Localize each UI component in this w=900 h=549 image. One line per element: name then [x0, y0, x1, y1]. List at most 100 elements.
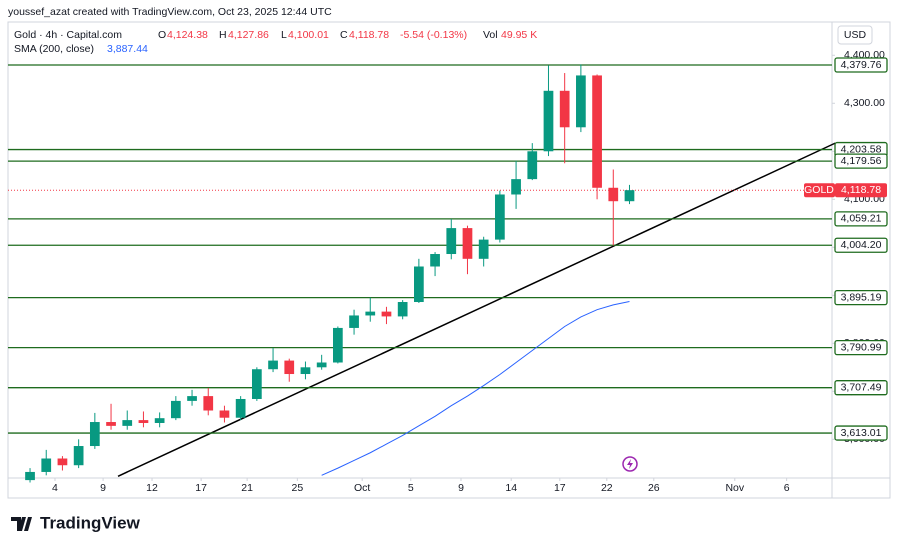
candle [219, 405, 230, 423]
level-label-box [834, 425, 888, 441]
candle-body [57, 458, 68, 466]
level-label: 4,059.21 [841, 213, 882, 225]
candle-body [284, 360, 295, 375]
brand: TradingView [40, 513, 141, 532]
candle-body [478, 239, 489, 259]
candle-body [349, 315, 359, 328]
level-label: 4,203.58 [841, 143, 882, 155]
candle [446, 218, 457, 260]
h-label: H [219, 29, 227, 41]
candle [349, 309, 359, 335]
o-label: O [158, 29, 166, 41]
candle-body [592, 75, 602, 188]
candle [511, 160, 521, 209]
level-label: 3,613.01 [841, 427, 882, 439]
candle [381, 306, 392, 325]
candle-body [203, 396, 214, 411]
candle [89, 412, 100, 449]
candle-body [89, 422, 100, 447]
currency-box[interactable] [837, 25, 873, 45]
low: 4,100.01 [288, 29, 329, 41]
candle-body [300, 367, 311, 375]
alert-bolt[interactable] [627, 459, 633, 469]
x-tick-label: 25 [292, 482, 304, 494]
x-tick-label: 9 [100, 482, 106, 494]
c-label: C [340, 29, 348, 41]
candle [397, 300, 408, 320]
change: -5.54 (-0.13%) [400, 29, 467, 41]
x-tick-label: 5 [408, 482, 414, 494]
candle-body [446, 228, 457, 255]
level-label: 4,004.20 [841, 239, 882, 251]
candle [268, 348, 278, 373]
level-label-box [834, 57, 888, 73]
pane-border [7, 21, 891, 499]
l-label: L [281, 29, 287, 41]
candle [41, 449, 52, 476]
symbol: Gold · 4h · Capital.com [14, 29, 122, 41]
y-tick-label: 4,300.00 [844, 97, 885, 109]
plot-area [8, 64, 836, 483]
currency[interactable]: USD [844, 29, 867, 41]
tv-logo: TradingView [11, 513, 141, 532]
x-tick-label: 21 [241, 482, 253, 494]
candle-body [624, 190, 635, 202]
candle [57, 456, 68, 471]
candle [138, 411, 149, 428]
sma-line [321, 301, 630, 476]
candle [73, 439, 84, 469]
legend: Gold · 4h · Capital.com O 4,124.38 H 4,1… [14, 29, 537, 55]
candle-body [608, 187, 619, 202]
x-tick-label: 17 [195, 482, 207, 494]
candle [527, 143, 538, 181]
x-tick-label: 14 [505, 482, 517, 494]
level-label: 4,179.56 [841, 155, 882, 167]
candle-body [365, 311, 376, 316]
candle [365, 297, 376, 322]
x-tick-label: Nov [725, 482, 744, 494]
last-price-name-box [804, 183, 835, 198]
candle [543, 65, 554, 157]
level-label-box [834, 339, 888, 356]
x-tick-label: 9 [458, 482, 464, 494]
candle-body [381, 311, 392, 317]
level-label-box [834, 211, 888, 227]
level-label-box [834, 380, 888, 396]
candle-body [397, 302, 408, 317]
candle-body [414, 266, 424, 303]
candle [592, 74, 602, 200]
credit: youssef_azat created with TradingView.co… [8, 6, 332, 18]
candle [414, 258, 424, 303]
candle [608, 169, 619, 246]
alert-circle[interactable] [622, 456, 638, 472]
high: 4,127.86 [228, 29, 269, 41]
candle-body [268, 360, 278, 370]
level-label-box [834, 153, 888, 169]
candle-body [495, 194, 505, 240]
alert-icon[interactable] [622, 456, 638, 472]
candle [559, 73, 570, 164]
candle [154, 412, 165, 428]
candle-body [219, 410, 230, 418]
candle [203, 387, 214, 416]
candle-body [511, 179, 521, 195]
level-label: 4,379.76 [841, 59, 882, 71]
trendline [117, 142, 836, 477]
sma-label: SMA (200, close) [14, 43, 94, 55]
candle-body [25, 471, 35, 481]
candle-body [187, 396, 197, 401]
last-price-name: GOLD [804, 184, 834, 196]
candle-body [154, 418, 165, 423]
candle-body [316, 362, 327, 368]
level-label: 3,790.99 [841, 341, 882, 353]
level-label: 3,895.19 [841, 291, 882, 303]
candle-body [559, 90, 570, 128]
x-tick-label: 22 [601, 482, 613, 494]
candle [495, 190, 505, 243]
candle-body [41, 458, 52, 472]
logo-mark [11, 517, 32, 531]
candle [284, 358, 295, 382]
candle-body [430, 254, 440, 267]
candle-body [543, 90, 554, 152]
